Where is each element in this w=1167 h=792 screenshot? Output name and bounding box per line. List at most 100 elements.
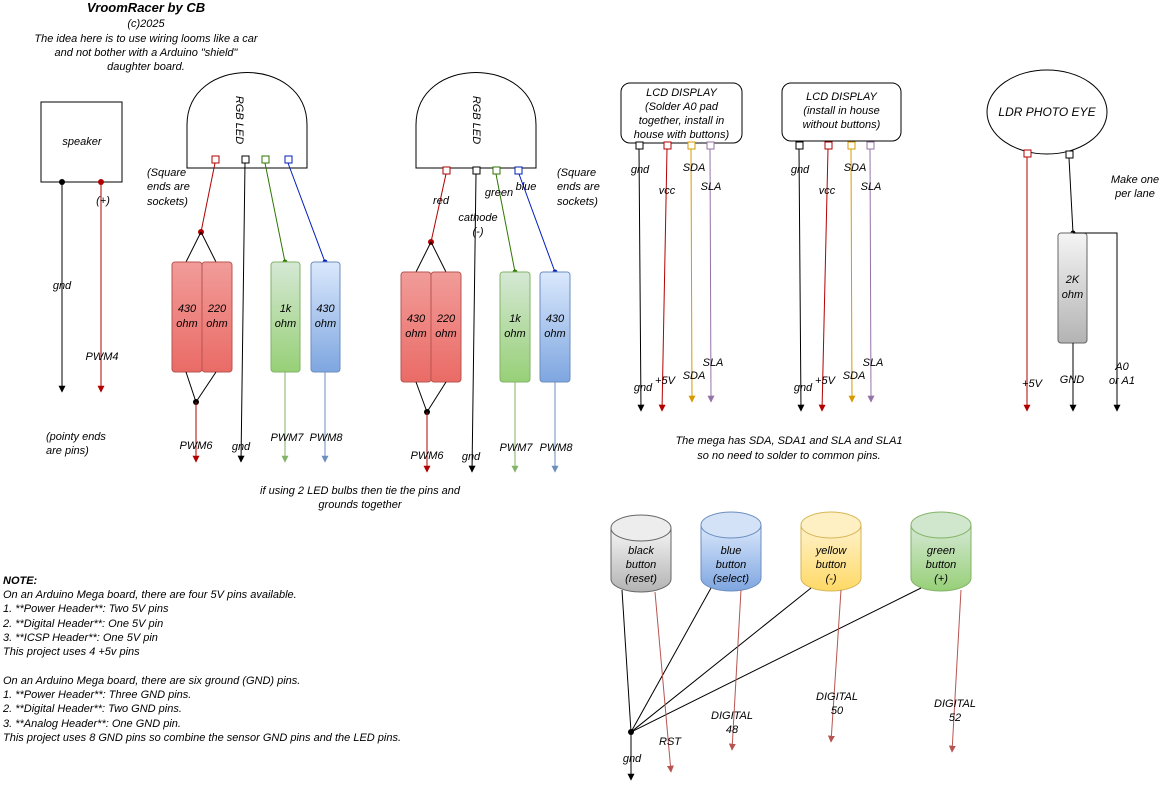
rgb2-socket-note-1: (Square — [557, 167, 597, 179]
button-black-pin: RST — [659, 736, 681, 748]
button-black-gnd-wire — [621, 589, 632, 733]
button-black-body — [610, 528, 672, 593]
rgb1-green-wire — [264, 162, 286, 263]
rgb1-socket-red — [211, 155, 220, 164]
rgb2-socket-green — [492, 166, 501, 175]
rgb1-socket-note-1: (Square — [147, 167, 187, 179]
lcd2-line-2: (install in house — [803, 105, 880, 117]
rgb2-red-label: red — [433, 195, 449, 207]
rgb1-pin-gnd: gnd — [231, 441, 251, 453]
button-blue-body — [700, 525, 762, 592]
rgb2-blue-label: blue — [515, 181, 537, 193]
button-yellow — [800, 511, 862, 592]
button-green-gnd-wire — [630, 587, 922, 733]
lcd1-bottom-gnd: gnd — [633, 382, 653, 394]
rgb2-label: RGB LED — [470, 95, 482, 145]
lcd2-vcc-wire — [818, 148, 829, 412]
rgb2-res4-label: 430 ohm — [544, 313, 566, 340]
rgb2-socket-red — [442, 166, 451, 175]
lcd1-sda-wire — [688, 148, 696, 403]
lcd1-vcc-wire — [658, 148, 668, 412]
intro-line-2: and not bother with a Arduino "shield" — [54, 47, 238, 59]
lcd2-sla-wire — [867, 148, 875, 403]
intro-line-3: daughter board. — [107, 61, 185, 73]
rgb1-pin-pwm8: PWM8 — [309, 432, 343, 444]
rgb2-pin-gnd: gnd — [461, 451, 481, 463]
rgb2-res1-label: 430 ohm — [405, 313, 427, 340]
rgb-led-2-dome — [415, 72, 537, 169]
rgb1-socket-blue — [284, 155, 293, 164]
button-yellow-label: yellow button (-) — [815, 545, 847, 585]
intro-line-1: The idea here is to use wiring looms lik… — [34, 33, 258, 45]
lcd-display-2 — [781, 82, 902, 412]
lcd1-line-4: house with buttons) — [633, 129, 730, 141]
rgb2-socket-note-3: sockets) — [557, 196, 598, 208]
ldr-photo-eye — [986, 69, 1121, 412]
lcd2-title: LCD DISPLAY (install in house without bu… — [782, 90, 901, 132]
lcd1-top-gnd: gnd — [630, 164, 650, 176]
note-line-3: 2. **Digital Header**: One 5V pin — [3, 618, 164, 630]
ldr-ellipse — [986, 69, 1108, 155]
lcd1-title: LCD DISPLAY (Solder A0 pad together, ins… — [621, 86, 742, 142]
button-green-pin: DIGITAL 52 — [934, 698, 976, 724]
lcd1-line-2: (Solder A0 pad — [645, 101, 718, 113]
note-line-2: 1. **Power Header**: Two 5V pins — [3, 603, 169, 615]
ldr-signal-wire — [1068, 157, 1074, 234]
rgb1-res3-label: 1k ohm — [274, 303, 297, 330]
button-blue-48-wire — [728, 589, 742, 751]
button-yellow-pin: DIGITAL 50 — [816, 691, 858, 717]
rgb1-gnd-wire — [237, 162, 246, 463]
rgb1-res2-label: 220 ohm — [206, 303, 228, 330]
rgb2-cathode-label: cathode — [458, 212, 498, 224]
lcd1-box — [620, 82, 743, 144]
note-line-10: 3. **Analog Header**: One GND pin. — [3, 718, 181, 730]
ldr-pin-analog: A0 or A1 — [1109, 361, 1135, 387]
lcd1-gnd-wire — [637, 148, 645, 412]
rgb1-socket-note-2: ends are — [147, 181, 190, 193]
button-green — [910, 511, 972, 592]
button-blue-pin: DIGITAL 48 — [711, 710, 753, 736]
lcd2-bottom-5v: +5V — [815, 375, 835, 387]
rgb1-split-top — [185, 231, 217, 263]
lcd2-top-gnd: gnd — [790, 164, 810, 176]
button-green-top — [910, 511, 972, 539]
lcd2-gnd-wire — [797, 148, 805, 412]
rgb2-res2-label: 220 ohm — [435, 313, 457, 340]
button-black-rst-wire — [654, 591, 674, 773]
note-line-7: On an Arduino Mega board, there are six … — [3, 675, 301, 687]
lcd2-socket-sda — [847, 141, 856, 150]
rgb2-res3-label: 1k ohm — [504, 313, 526, 340]
rgb1-pin-pwm6: PWM6 — [179, 440, 213, 452]
lcd1-bottom-sla: SLA — [702, 357, 724, 369]
lcd1-sla-wire — [707, 148, 715, 403]
rgb-led-1 — [171, 72, 341, 463]
button-blue-label: blue button (select) — [712, 545, 750, 585]
lcd1-top-sda: SDA — [682, 162, 706, 174]
ldr-pin-gnd: GND — [1059, 374, 1085, 386]
pin-note-line-1: (pointy ends — [46, 431, 106, 443]
pin-note-line-2: are pins) — [46, 445, 89, 457]
lcd2-sda-wire — [848, 148, 856, 403]
rgb1-red-wire — [200, 162, 216, 233]
rgb2-socket-note-2: ends are — [557, 181, 600, 193]
rgb2-socket-blue — [514, 166, 523, 175]
button-yellow-gnd-wire — [630, 587, 812, 733]
copyright: (c)2025 — [127, 18, 165, 30]
lcd1-bottom-5v: +5V — [655, 375, 675, 387]
rgb2-split-bottom — [415, 381, 447, 413]
button-green-52-wire — [948, 589, 962, 753]
lcd2-top-sla: SLA — [860, 181, 882, 193]
lcd1-line-1: LCD DISPLAY — [646, 87, 717, 99]
note-heading: NOTE: — [3, 575, 38, 587]
rgb1-socket-green — [261, 155, 270, 164]
lcd2-bottom-sda: SDA — [842, 370, 866, 382]
rgb2-pin-pwm6: PWM6 — [410, 450, 444, 462]
rgb1-pin-pwm7: PWM7 — [270, 432, 304, 444]
lcd2-bottom-gnd: gnd — [793, 382, 813, 394]
lcd1-socket-vcc — [663, 141, 672, 150]
mega-note-line-1: The mega has SDA, SDA1 and SLA and SLA1 — [675, 435, 903, 447]
rgb1-res4-label: 430 ohm — [314, 303, 337, 330]
rgb2-green-wire — [495, 173, 516, 273]
lcd1-socket-sla — [706, 141, 715, 150]
lcd1-socket-sda — [687, 141, 696, 150]
